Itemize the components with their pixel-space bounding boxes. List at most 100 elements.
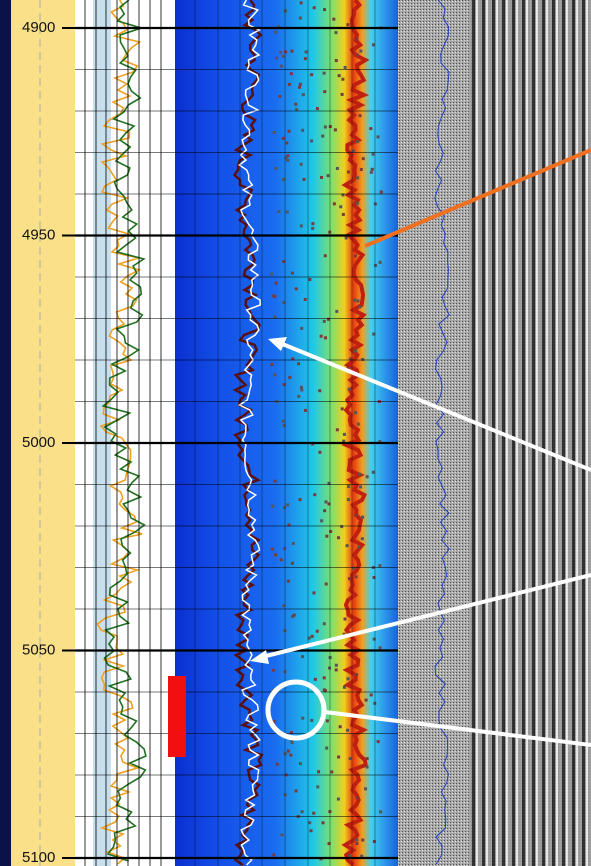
speckle [358,306,361,309]
speckle [354,350,357,353]
speckle [274,553,277,556]
speckle [324,254,327,257]
speckle [355,838,358,841]
speckle [304,409,307,412]
speckle [345,236,348,239]
speckle [324,336,327,339]
speckle [301,655,304,658]
speckle [299,762,302,765]
speckle [311,222,314,225]
speckle [323,676,326,679]
speckle [288,83,291,86]
speckle [300,163,303,166]
depth-label: 5050 [22,641,55,658]
speckle [292,542,295,545]
speckle [312,591,315,594]
speckle [354,254,357,257]
speckle [316,785,319,788]
speckle [348,577,351,580]
speckle [311,227,314,230]
speckle [346,544,349,547]
speckle [370,693,373,696]
speckle [271,548,274,551]
depth-label: 5100 [22,849,55,866]
speckle [347,171,350,174]
speckle [362,157,365,160]
speckle [349,757,352,760]
speckle [313,6,316,9]
speckle [338,74,341,77]
speckle [329,125,332,128]
depth-label: 5000 [22,434,55,451]
speckle [357,546,360,549]
speckle [353,299,356,302]
speckle [323,72,326,75]
speckle [281,833,284,836]
speckle [342,213,345,216]
speckle [288,376,291,379]
speckle [346,729,349,732]
speckle [335,664,338,667]
speckle [347,498,350,501]
speckle [272,853,275,856]
speckle [372,153,375,156]
speckle [276,763,279,766]
speckle [310,73,313,76]
speckle [365,699,368,702]
speckle [356,300,359,303]
speckle [372,43,375,46]
speckle [361,516,364,519]
speckle [295,789,298,792]
well-log: 49004950500050505100 [0,0,591,866]
speckle [290,72,293,75]
speckle [329,530,332,533]
speckle [273,295,276,298]
speckle [343,686,346,689]
speckle [369,127,372,130]
speckle [360,168,363,171]
speckle [339,725,342,728]
speckle [299,498,302,501]
speckle [299,83,302,86]
speckle [300,327,303,330]
speckle [323,8,326,11]
speckle [320,519,323,522]
speckle [316,107,319,110]
speckle [283,547,286,550]
speckle [356,202,359,205]
speckle [355,842,358,845]
speckle [301,129,304,132]
speckle [377,740,380,743]
speckle [379,810,382,813]
speckle [308,821,311,824]
speckle [335,668,338,671]
speckle [341,78,344,81]
speckle [312,812,315,815]
speckle [301,717,304,720]
speckle [361,537,364,540]
speckle [355,575,358,578]
speckle [282,604,285,607]
speckle [273,373,276,376]
speckle [356,176,359,179]
speckle [274,31,277,34]
speckle [348,854,351,857]
speckle [314,678,317,681]
speckle [343,433,346,436]
speckle [274,480,277,483]
speckle [286,154,289,157]
speckle [334,31,337,34]
speckle [299,17,302,20]
speckle [374,264,377,267]
speckle [291,272,294,275]
speckle [318,451,321,454]
speckle [361,839,364,842]
speckle [359,485,362,488]
speckle [358,473,361,476]
speckle [348,388,351,391]
speckle [373,840,376,843]
speckle [286,159,289,162]
speckle [297,395,300,398]
speckle [303,178,306,181]
speckle [317,770,320,773]
